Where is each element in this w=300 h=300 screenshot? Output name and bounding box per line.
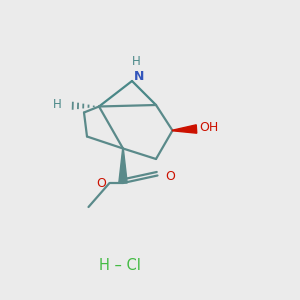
Text: O: O xyxy=(97,177,106,190)
Text: H: H xyxy=(132,55,141,68)
Polygon shape xyxy=(119,148,127,183)
Text: H – Cl: H – Cl xyxy=(99,258,141,273)
Text: H: H xyxy=(53,98,62,111)
Text: N: N xyxy=(134,70,145,83)
Polygon shape xyxy=(172,125,197,133)
Text: O: O xyxy=(165,170,175,184)
Text: OH: OH xyxy=(200,121,219,134)
